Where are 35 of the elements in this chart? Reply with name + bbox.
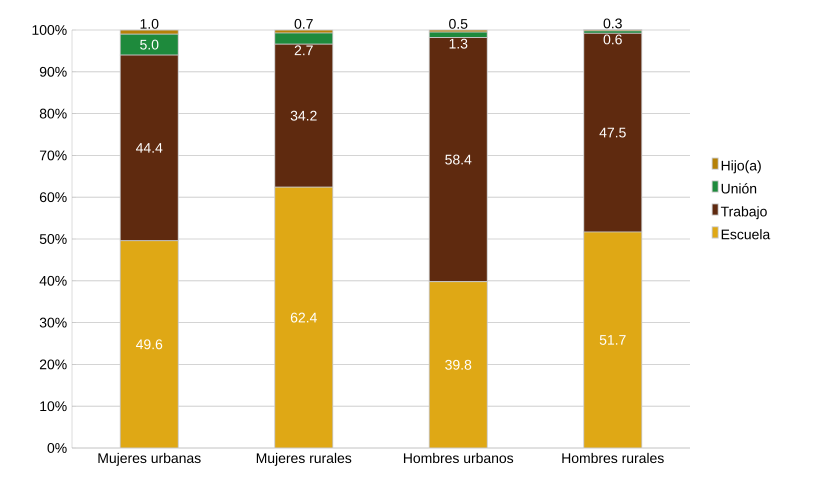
- data-label: 44.4: [136, 143, 162, 153]
- y-tick-label: 40%: [40, 276, 67, 286]
- legend-label: Hijo(a): [722, 160, 761, 174]
- data-label: 1.0: [140, 18, 158, 29]
- y-tick-label: 100%: [32, 25, 67, 35]
- y-tick-label: 90%: [40, 66, 67, 77]
- y-tick-label: 10%: [40, 401, 67, 412]
- data-label: 0.6: [604, 34, 622, 44]
- data-label: 0.7: [294, 18, 313, 29]
- data-label: 47.5: [599, 128, 626, 138]
- y-tick-label: 50%: [40, 234, 67, 244]
- data-label: 39.8: [445, 360, 472, 370]
- y-tick-label: 60%: [40, 192, 67, 202]
- data-label: 34.2: [290, 110, 317, 121]
- x-tick-label: Hombres rurales: [562, 452, 664, 464]
- data-label: 0.3: [604, 18, 622, 28]
- y-tick-label: 30%: [40, 318, 67, 328]
- legend-label: Unión: [722, 183, 756, 194]
- data-label: 5.0: [140, 40, 158, 50]
- data-label: 49.6: [136, 339, 162, 350]
- y-tick-label: 0%: [48, 443, 67, 453]
- data-label: 2.7: [294, 45, 313, 56]
- y-tick-label: 20%: [40, 359, 67, 370]
- x-tick-label: Mujeres rurales: [256, 452, 352, 466]
- y-tick-label: 70%: [40, 150, 67, 160]
- legend-label: Escuela: [722, 229, 770, 240]
- y-tick-label: 80%: [40, 108, 67, 119]
- data-label: 51.7: [600, 335, 626, 345]
- data-label: 1.3: [450, 38, 468, 49]
- x-tick-label: Mujeres urbanas: [98, 452, 201, 466]
- data-label: 58.4: [445, 154, 472, 165]
- data-label: 62.4: [290, 312, 317, 323]
- legend-label: Trabajo: [720, 206, 767, 220]
- data-label: 0.5: [449, 18, 468, 29]
- x-tick-label: Hombres urbanos: [404, 452, 514, 464]
